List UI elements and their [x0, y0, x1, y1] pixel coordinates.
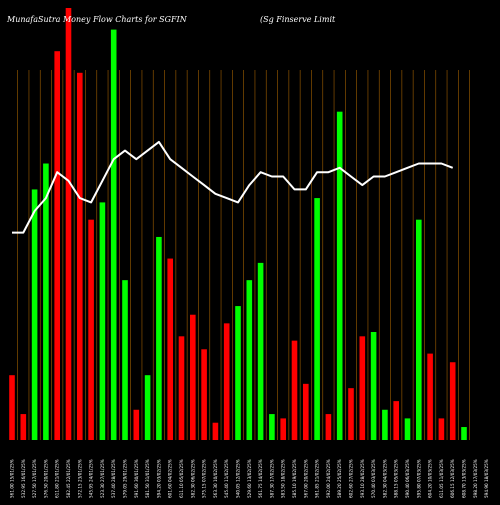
money-flow-bar: [382, 409, 388, 440]
money-flow-bar: [269, 414, 275, 440]
chart-title: MunafaSutra Money Flow Charts for SGFIN: [6, 15, 188, 24]
x-tick-label: 532.95 16/01/25%: [21, 459, 26, 498]
x-tick-label: 592.00 24/02/25%: [326, 459, 331, 498]
x-tick-label: 601.60 04/02/25%: [168, 459, 173, 498]
money-flow-bar: [325, 414, 332, 440]
x-tick-label: 579.05 29/01/25%: [123, 459, 128, 498]
x-tick-label: 576.50 20/01/25%: [43, 459, 48, 498]
x-tick-label: 537.40 28/01/25%: [111, 459, 116, 498]
x-tick-label: 593.10 28/02/25%: [360, 459, 365, 498]
x-tick-label: 582.30 06/02/25%: [190, 459, 195, 498]
x-tick-label: 575.15 07/02/25%: [202, 459, 207, 498]
x-tick-label: 540.05 12/02/25%: [236, 459, 241, 498]
x-tick-label: 529.60 13/02/25%: [247, 459, 252, 498]
x-tick-label: 587.30 17/02/25%: [269, 459, 274, 498]
x-tick-label: 561.75 14/02/25%: [258, 459, 263, 498]
x-tick-label: 594.90 18/03/25%: [484, 459, 489, 498]
money-flow-bar: [178, 336, 185, 440]
x-tick-label: 588.15 05/03/25%: [394, 459, 399, 498]
money-flow-bar: [370, 332, 377, 440]
x-tick-labels: 561.00 15/01/25% 532.95 16/01/25% 527.50 1…: [10, 459, 490, 498]
x-tick-label: 582.45 22/01/25%: [66, 459, 71, 498]
money-flow-bar: [43, 163, 49, 440]
x-tick-label: 567.00 20/02/25%: [303, 459, 308, 498]
money-flow-bar: [461, 427, 467, 440]
money-flow-bar: [314, 198, 320, 440]
x-tick-label: 572.15 23/01/25%: [77, 459, 82, 498]
money-flow-bar: [167, 258, 173, 440]
money-flow-bar: [20, 414, 27, 440]
money-flow-bar: [212, 422, 219, 440]
money-flow-bar: [449, 362, 456, 440]
money-flow-bar: [246, 280, 253, 440]
money-flow-bar: [122, 280, 128, 440]
money-flow-bar: [303, 383, 309, 440]
x-tick-label: 591.60 30/01/25%: [134, 459, 139, 498]
money-flow-bar: [223, 323, 230, 440]
x-tick-label: 585.10 19/02/25%: [292, 459, 297, 498]
money-flow-bar: [133, 409, 140, 440]
x-tick-label: 581.50 31/01/25%: [145, 459, 150, 498]
money-flow-bar: [291, 340, 298, 440]
money-flow-bar: [54, 51, 60, 440]
x-tick-label: 545.40 11/02/25%: [224, 459, 229, 498]
x-tick-label: 545.95 24/01/25%: [89, 459, 94, 498]
price-line-series: [12, 140, 454, 234]
money-flow-bar: [88, 219, 94, 440]
x-tick-label: 606.15 12/03/25%: [450, 459, 455, 498]
money-flow-bar: [156, 236, 162, 440]
x-tick-label: 589.20 25/02/25%: [337, 459, 342, 498]
x-tick-label: 561.00 15/01/25%: [10, 459, 15, 498]
money-flow-bar: [359, 336, 366, 440]
price-line: [12, 140, 454, 234]
x-tick-label: 611.80 21/01/25%: [55, 459, 60, 498]
money-flow-bar: [348, 388, 354, 440]
x-tick-label: 608.70 13/03/25%: [462, 459, 467, 498]
x-tick-label: 583.50 18/02/25%: [281, 459, 286, 498]
x-tick-label: 611.10 05/02/25%: [179, 459, 184, 498]
money-flow-bar: [235, 306, 241, 440]
money-flow-bar: [65, 8, 72, 440]
money-flow-bar: [190, 314, 196, 440]
x-tick-label: 561.85 21/02/25%: [315, 459, 320, 498]
money-flow-bar: [416, 219, 422, 440]
x-tick-label: 582.30 04/03/25%: [382, 459, 387, 498]
x-tick-label: 602.60 27/02/25%: [349, 459, 354, 498]
x-tick-label: 527.50 17/01/25%: [32, 459, 37, 498]
money-flow-bar: [257, 262, 264, 440]
x-tick-label: 590.40 06/03/25%: [405, 459, 410, 498]
money-flow-bar: [110, 29, 117, 440]
x-tick-label: 604.20 10/03/25%: [428, 459, 433, 498]
money-flow-bar: [404, 418, 411, 440]
money-flow-bar: [336, 111, 343, 441]
money-flow-bar: [393, 401, 399, 440]
money-flow-bar: [99, 202, 106, 440]
x-tick-label: 594.20 03/02/25%: [156, 459, 161, 498]
x-tick-label: 598.20 17/03/25%: [473, 459, 478, 498]
x-tick-label: 570.40 03/03/25%: [371, 459, 376, 498]
money-flow-bar: [77, 72, 83, 441]
x-tick-label: 563.30 10/02/25%: [213, 459, 218, 498]
x-tick-label: 523.30 27/01/25%: [100, 459, 105, 498]
money-flow-bar: [201, 349, 207, 440]
money-flow-bar: [9, 375, 15, 440]
money-flow-bar: [144, 375, 151, 440]
grid-lines: [17, 70, 470, 440]
x-tick-label: 611.05 11/03/25%: [439, 459, 444, 498]
chart-subtitle: (Sg Finserve Limit: [260, 15, 336, 24]
money-flow-bar: [427, 353, 433, 440]
money-flow-bar: [280, 418, 286, 440]
money-flow-bar: [438, 418, 445, 440]
bar-series: [9, 8, 467, 441]
money-flow-bar: [31, 189, 38, 440]
x-tick-label: 595.80 07/03/25%: [416, 459, 421, 498]
